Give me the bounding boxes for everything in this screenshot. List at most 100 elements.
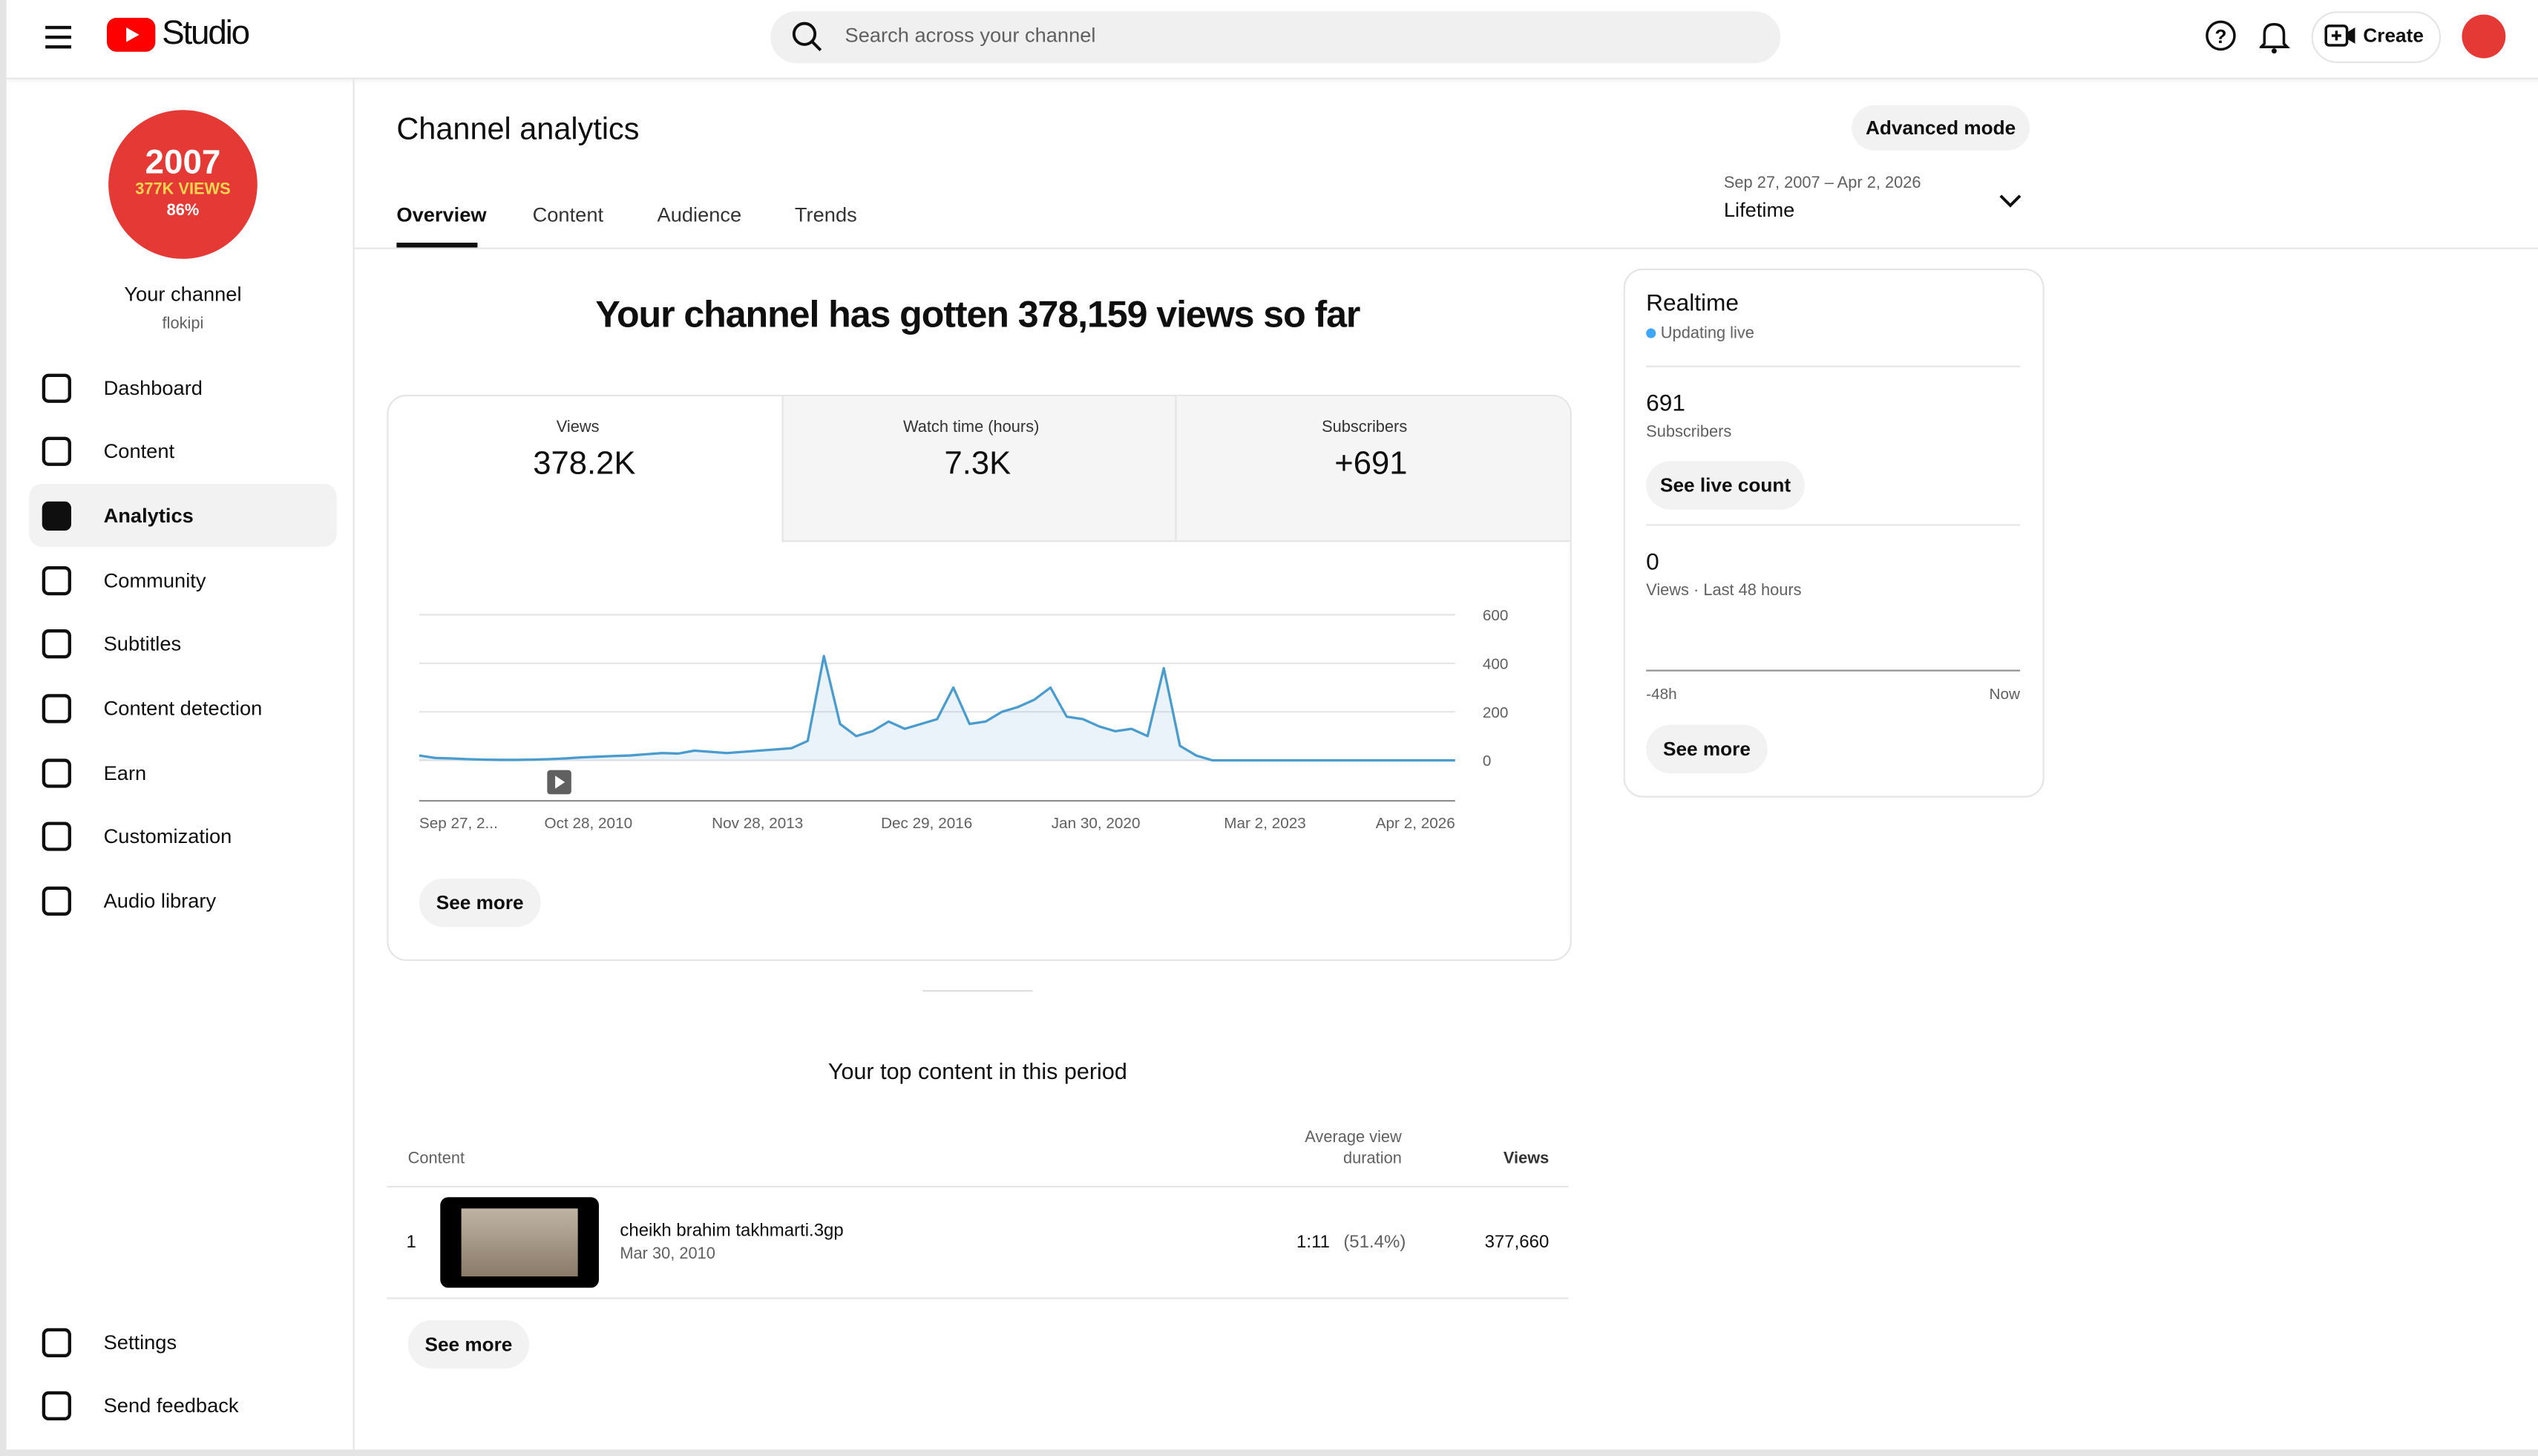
x-tick-label: Jan 30, 2020: [1052, 815, 1141, 832]
avatar-text: 86%: [166, 202, 200, 220]
nav-icon: [42, 758, 71, 787]
axis-label: Now: [1989, 686, 2021, 704]
section-divider: [922, 990, 1033, 992]
rank: 1: [406, 1233, 416, 1253]
x-tick-label: Dec 29, 2016: [881, 815, 972, 832]
advanced-mode-button[interactable]: Advanced mode: [1852, 105, 2030, 151]
column-header: Views: [1503, 1150, 1550, 1168]
views-count: 377,660: [1484, 1233, 1550, 1253]
svg-text:?: ?: [2214, 25, 2226, 47]
nav-item[interactable]: Content detection: [29, 677, 336, 740]
nav-label: Send feedback: [103, 1394, 239, 1418]
period[interactable]: Lifetime: [1723, 199, 1795, 222]
metric-value[interactable]: 378.2K: [533, 446, 636, 482]
nav-label: Audio library: [103, 890, 217, 913]
dropdown-icon[interactable]: [1997, 191, 2023, 210]
video-date: Mar 30, 2010: [620, 1245, 715, 1264]
sidebar: [7, 77, 355, 1450]
nav-label: Subtitles: [103, 633, 182, 656]
row-divider: [387, 1297, 1569, 1299]
overview-card: [387, 394, 1572, 961]
search-icon: [792, 22, 822, 51]
thumbnail-image: [461, 1208, 578, 1277]
nav-item[interactable]: Dashboard: [29, 356, 336, 419]
video-marker[interactable]: [547, 770, 571, 795]
see-more-button[interactable]: See more: [1646, 724, 1768, 774]
nav-icon: [42, 694, 71, 724]
tab[interactable]: Overview: [396, 203, 487, 227]
metric-value[interactable]: +691: [1334, 446, 1408, 482]
nav-icon: [42, 437, 71, 467]
search-box[interactable]: [770, 11, 1781, 64]
help-icon[interactable]: ?: [2205, 19, 2240, 55]
views-chart: 0 200 400 600 Sep 27, 2... Oct 28, 2010 Nov 28…: [419, 607, 1509, 832]
channel-avatar[interactable]: 2007 377K VIEWS 86%: [108, 110, 258, 259]
metric-value[interactable]: 7.3K: [944, 446, 1011, 482]
nav-label: Content detection: [103, 697, 263, 721]
nav-label: Earn: [103, 761, 147, 784]
avg-duration: 1:11: [1296, 1233, 1330, 1253]
line: [419, 655, 1455, 762]
nav-icon: [42, 629, 71, 659]
logo-icon[interactable]: [106, 17, 156, 53]
menu-icon[interactable]: [45, 23, 78, 52]
views-value: 0: [1646, 550, 1659, 577]
y-tick-label: 200: [1483, 704, 1509, 721]
x-tick-label: Mar 2, 2023: [1224, 815, 1306, 832]
avatar-text: 377K VIEWS: [135, 181, 231, 200]
row-divider: [387, 1185, 1569, 1188]
column-header: Average view duration: [1305, 1129, 1402, 1168]
avatar-text: 2007: [145, 144, 221, 182]
nav-icon: [42, 822, 71, 852]
nav-item[interactable]: Settings: [29, 1311, 336, 1374]
x-tick-label: Apr 2, 2026: [1376, 815, 1455, 832]
tab-underline: [396, 243, 478, 248]
nav-item[interactable]: Analytics: [29, 484, 337, 548]
logo-text[interactable]: Studio: [162, 14, 250, 52]
y-tick-label: 400: [1483, 655, 1509, 672]
realtime-divider: [1646, 524, 2021, 526]
see-more-button[interactable]: See more: [419, 878, 541, 928]
nav-icon: [42, 501, 71, 531]
x-tick-label: Nov 28, 2013: [712, 815, 803, 832]
nav-label: Customization: [103, 825, 232, 849]
create-button[interactable]: [2311, 11, 2442, 64]
thumbnail[interactable]: [440, 1197, 600, 1288]
header: [6, 0, 2538, 79]
nav-label: Analytics: [103, 504, 194, 528]
nav-label: Settings: [103, 1331, 177, 1354]
metric-label: Subscribers: [1322, 419, 1408, 437]
tabs-divider: [352, 247, 2538, 249]
nav-item[interactable]: Subtitles: [29, 613, 336, 676]
page-title: Channel analytics: [396, 113, 640, 148]
nav-item[interactable]: Community: [29, 548, 336, 611]
realtime-title: Realtime: [1646, 291, 1739, 318]
account-avatar[interactable]: [2462, 14, 2506, 59]
see-live-count-button[interactable]: See live count: [1646, 461, 1805, 510]
nav-item[interactable]: Content: [29, 420, 336, 483]
notifications-icon[interactable]: [2259, 19, 2292, 55]
nav-item[interactable]: Customization: [29, 805, 336, 868]
headline: Your channel has gotten 378,159 views so…: [595, 292, 1360, 335]
realtime-axis: [1646, 669, 2021, 672]
metric-label: Watch time (hours): [902, 419, 1040, 437]
nav-icon: [42, 373, 71, 402]
avg-percent: (51.4%): [1343, 1233, 1406, 1253]
video-title[interactable]: cheikh brahim takhmarti.3gp: [620, 1221, 844, 1242]
nav-label: Dashboard: [103, 376, 203, 399]
nav-item[interactable]: Send feedback: [29, 1374, 336, 1437]
create-icon: [2324, 24, 2355, 47]
see-more-button[interactable]: See more: [407, 1319, 530, 1369]
column-header: Content: [407, 1150, 465, 1168]
axis-label: -48h: [1646, 686, 1677, 704]
nav-item[interactable]: Earn: [29, 741, 336, 804]
live-dot: [1646, 328, 1656, 338]
tab[interactable]: Content: [532, 203, 604, 227]
channel-handle: flokipi: [162, 315, 204, 334]
metric-label: Views: [556, 419, 600, 437]
nav-item[interactable]: Audio library: [29, 870, 336, 933]
tab[interactable]: Audience: [657, 203, 742, 227]
tab[interactable]: Trends: [794, 203, 857, 227]
